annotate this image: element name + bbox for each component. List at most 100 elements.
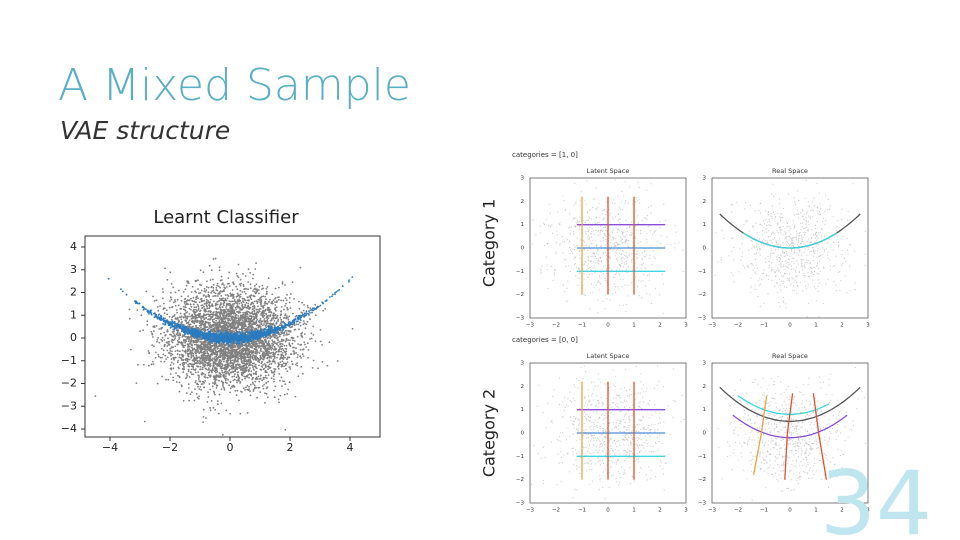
point <box>192 348 195 350</box>
point <box>226 303 229 306</box>
point <box>309 307 312 310</box>
point <box>200 383 203 385</box>
point <box>277 365 279 368</box>
point <box>202 316 205 318</box>
point <box>261 288 263 290</box>
point <box>163 312 166 314</box>
point <box>299 324 302 327</box>
point <box>222 353 225 356</box>
point <box>217 375 220 378</box>
point <box>267 347 269 349</box>
point <box>300 366 303 368</box>
point <box>196 382 199 385</box>
point <box>221 279 223 281</box>
point <box>263 363 266 365</box>
point <box>207 342 209 345</box>
point <box>270 302 273 304</box>
point <box>220 360 223 363</box>
point <box>249 394 252 397</box>
point <box>297 323 300 326</box>
point <box>248 324 251 326</box>
point <box>247 296 249 299</box>
point <box>272 299 275 302</box>
point <box>278 296 280 298</box>
point <box>211 382 214 384</box>
point <box>265 364 267 367</box>
point <box>190 291 193 293</box>
point <box>160 338 163 341</box>
point <box>249 321 252 324</box>
point <box>213 347 215 350</box>
point <box>284 284 286 286</box>
point <box>176 332 179 335</box>
point <box>206 307 209 310</box>
scatter-cloud <box>94 257 354 436</box>
point <box>199 326 202 329</box>
point <box>211 354 214 356</box>
point <box>214 344 217 347</box>
point <box>195 291 197 294</box>
point <box>209 359 212 361</box>
point <box>265 287 268 290</box>
point <box>254 357 256 360</box>
point <box>208 304 211 307</box>
point <box>223 371 226 374</box>
point <box>197 340 200 342</box>
point <box>169 291 172 294</box>
point <box>276 356 278 359</box>
point <box>160 360 162 363</box>
point <box>220 310 222 312</box>
point <box>222 314 224 317</box>
point <box>226 308 228 311</box>
point <box>219 286 222 289</box>
point <box>163 360 166 363</box>
point <box>194 357 197 360</box>
point <box>150 330 153 333</box>
point <box>184 288 187 291</box>
point <box>202 351 204 354</box>
point <box>224 379 227 382</box>
point <box>285 302 287 305</box>
point <box>238 347 241 350</box>
point <box>338 288 341 291</box>
point <box>220 322 223 324</box>
point <box>274 385 277 388</box>
point <box>236 368 238 371</box>
point <box>260 322 263 324</box>
point <box>193 312 196 315</box>
point <box>204 343 207 345</box>
point <box>199 323 202 326</box>
point <box>166 356 169 359</box>
point <box>192 296 195 299</box>
point <box>222 356 224 359</box>
point <box>234 351 237 354</box>
point <box>212 369 215 372</box>
point <box>259 339 261 341</box>
point <box>211 385 214 388</box>
point <box>255 324 258 327</box>
point <box>206 401 209 403</box>
point <box>276 300 278 302</box>
point <box>162 308 165 310</box>
point <box>269 314 272 316</box>
point <box>273 340 276 343</box>
point <box>217 324 220 326</box>
point <box>204 363 207 366</box>
point <box>238 365 241 368</box>
point <box>274 301 276 303</box>
point <box>257 298 260 301</box>
point <box>191 313 194 316</box>
point <box>222 386 225 388</box>
point <box>176 353 179 356</box>
point <box>190 320 193 323</box>
point <box>183 300 186 303</box>
point <box>177 366 180 369</box>
point <box>183 298 186 300</box>
point <box>177 289 180 292</box>
point <box>199 351 201 354</box>
point <box>254 363 257 366</box>
point <box>272 355 274 358</box>
point <box>255 386 258 389</box>
point <box>203 381 206 384</box>
point <box>273 389 275 392</box>
